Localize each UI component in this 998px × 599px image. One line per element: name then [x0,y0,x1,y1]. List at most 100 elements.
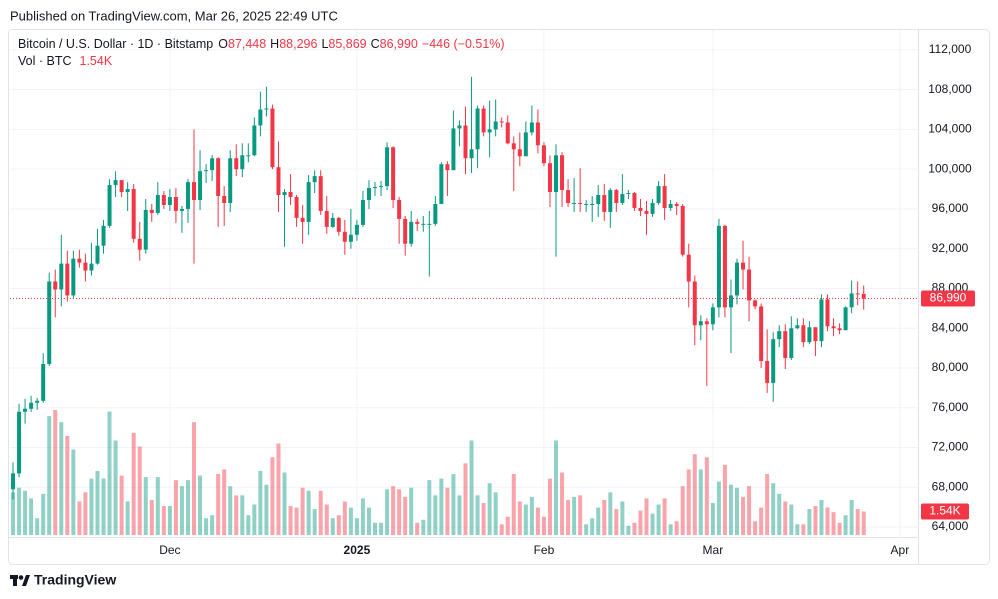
candle-body [306,182,311,222]
candle-body [493,121,498,130]
candle-body [300,217,305,222]
volume-label: 1.54K [929,504,960,518]
candle-body [759,306,764,362]
candle-body [29,402,34,409]
volume-bar [620,501,625,535]
candle-body [451,128,456,171]
candle-body [475,108,480,150]
legend-key: C [371,37,380,51]
volume-bar [481,502,486,535]
candle-body [638,207,643,211]
candle-body [487,129,492,133]
candle-body [819,299,824,342]
volume-bar [312,509,317,535]
volume-bar [179,486,184,535]
volume-bar [572,496,577,535]
candle-body [747,269,752,301]
volume-bar [819,499,824,535]
y-tick-label: 64,000 [932,519,969,533]
candle-body [288,192,293,198]
candle-body [312,176,317,183]
candle-body [572,202,577,204]
candle-body [240,155,245,170]
volume-bar [330,518,335,535]
volume-bar [59,422,64,535]
candle-body [409,221,414,244]
candle-body [795,325,800,329]
candle-body [185,182,190,209]
candle-body [119,180,124,193]
volume-bar [686,469,691,535]
volume-bar [282,472,287,535]
volume-bar [270,457,275,535]
y-tick-label: 96,000 [932,201,969,215]
x-tick-label: Dec [159,543,180,557]
volume-bar [505,516,510,535]
volume-bar [529,496,534,535]
candle-body [771,339,776,383]
candle-body [499,121,504,123]
candle-body [656,186,661,203]
volume-bar [632,522,637,535]
volume-bar [843,515,848,535]
candle-body [210,158,215,171]
volume-bar [439,478,444,535]
candle-body [535,122,540,146]
candle-body [77,258,82,263]
volume-bar [493,492,498,535]
candle-body [783,331,788,359]
volume-bar [457,495,462,535]
candle-body [35,400,40,403]
candle-body [620,194,625,203]
frame [8,29,990,565]
volume-bar [264,484,269,535]
candle-body [590,203,595,205]
symbol-title: Bitcoin / U.S. Dollar · 1D · Bitstamp [18,37,213,51]
volume-bar [89,478,94,535]
volume-bar [771,483,776,535]
volume-bar [23,490,28,535]
volume-bar [590,518,595,535]
volume-bar [373,522,378,535]
candle-body [47,281,52,365]
volume-bar [348,507,353,535]
candle-body [608,190,613,212]
volume-bar [252,504,257,535]
volume-bar [276,443,281,535]
candle-body [789,328,794,359]
volume-bar [366,507,371,535]
volume-bar [566,499,571,535]
candle-body [765,361,770,383]
candle-body [801,325,806,343]
candle-body [614,190,619,203]
candle-body [728,295,733,308]
candle-body [348,234,353,242]
candle-body [336,217,341,232]
candle-body [198,171,203,200]
volume-bar [735,487,740,535]
y-tick-label: 72,000 [932,440,969,454]
volume-pane [11,410,866,535]
volume-bar [614,509,619,535]
candle-body [560,155,565,191]
candle-body [632,193,637,208]
volume-bar [475,495,480,535]
volume-bar [451,474,456,535]
y-tick-label: 68,000 [932,479,969,493]
candle-body [318,176,323,211]
candle-body [704,321,709,325]
logo-part [13,575,17,586]
volume-bar [41,493,46,535]
legend-key: H [270,37,279,51]
candle-body [379,186,384,188]
volume-bar [861,511,866,535]
candle-body [554,155,559,193]
candle-body [710,307,715,325]
volume-bar [95,470,100,535]
volume-bar [753,521,758,535]
y-tick-label: 100,000 [928,161,972,175]
candle-body [270,108,275,168]
x-tick-label: Mar [703,543,724,557]
volume-bar [469,440,474,535]
volume-bar [35,518,40,535]
